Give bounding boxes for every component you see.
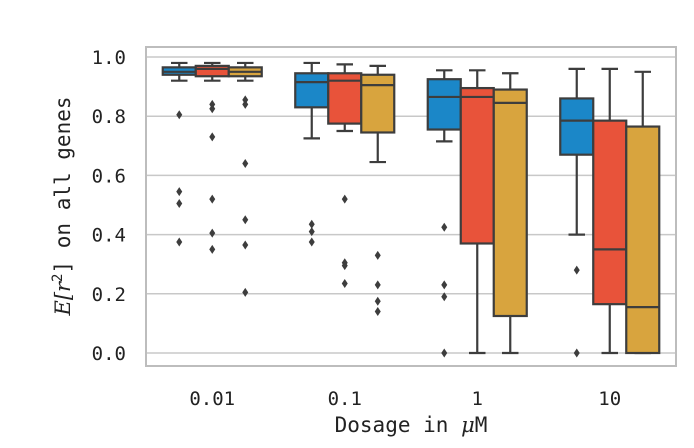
x-tick-label: 0.1 (328, 388, 362, 410)
box-body (294, 72, 330, 109)
outlier-point (573, 348, 580, 358)
outlier-point (374, 250, 381, 260)
outlier-point (374, 307, 381, 317)
outlier-point (176, 187, 183, 197)
box-body (559, 97, 595, 156)
box-body (360, 73, 396, 134)
y-tick-label: 0.8 (92, 106, 126, 128)
box-body (459, 86, 495, 245)
outlier-point (308, 237, 315, 247)
box-1-1 (459, 69, 495, 355)
plot-frame (145, 46, 677, 367)
outlier-point (308, 227, 315, 237)
x-axis-label: Dosage in μM (335, 413, 488, 437)
outlier-point (374, 280, 381, 290)
outlier-point (242, 159, 249, 169)
outlier-point (573, 265, 580, 275)
box-10-0 (559, 67, 595, 358)
outlier-point (209, 228, 216, 238)
outlier-point (441, 292, 448, 302)
boxes-layer (161, 61, 661, 358)
outlier-point (242, 240, 249, 250)
y-tick-label: 0.0 (92, 343, 126, 365)
outlier-point (209, 104, 216, 114)
outlier-point (441, 348, 448, 358)
grid-lines (146, 56, 676, 354)
box-10-2 (625, 70, 661, 355)
outlier-point (341, 278, 348, 288)
box-1-0 (426, 69, 462, 358)
outlier-point (242, 215, 249, 225)
box-0.01-1 (194, 61, 230, 254)
y-tick-label: 1.0 (92, 47, 126, 69)
box-body (426, 78, 462, 131)
y-tick-labels: 0.0 0.2 0.4 0.6 0.8 1.0 (92, 47, 126, 365)
x-tick-label: 0.01 (189, 388, 235, 410)
outlier-point (308, 219, 315, 229)
outlier-point (209, 194, 216, 204)
outlier-point (242, 287, 249, 297)
box-1-2 (492, 72, 528, 355)
outlier-point (176, 199, 183, 209)
outlier-point (176, 110, 183, 120)
y-tick-label: 0.6 (92, 165, 126, 187)
box-body (625, 125, 661, 355)
outlier-point (242, 99, 249, 109)
outlier-point (374, 296, 381, 306)
outlier-point (209, 244, 216, 254)
box-body (194, 64, 230, 78)
outlier-point (176, 237, 183, 247)
y-axis-label: E[r2] on all genes (50, 96, 75, 316)
box-0.01-2 (227, 61, 263, 297)
x-tick-label: 10 (598, 388, 621, 410)
box-0.1-1 (327, 63, 363, 288)
outlier-point (209, 132, 216, 142)
y-tick-label: 0.4 (92, 225, 126, 247)
y-tick-label: 0.2 (92, 284, 126, 306)
box-body (592, 119, 628, 306)
x-tick-label: 1 (472, 388, 483, 410)
box-10-1 (592, 67, 628, 355)
box-body (492, 88, 528, 318)
box-0.1-0 (294, 61, 330, 247)
outlier-point (341, 261, 348, 271)
outlier-point (341, 194, 348, 204)
box-0.1-2 (360, 64, 396, 317)
outlier-point (441, 222, 448, 232)
box-0.01-0 (161, 61, 197, 247)
x-tick-labels: 0.01 0.1 1 10 (189, 388, 621, 410)
outlier-point (441, 280, 448, 290)
